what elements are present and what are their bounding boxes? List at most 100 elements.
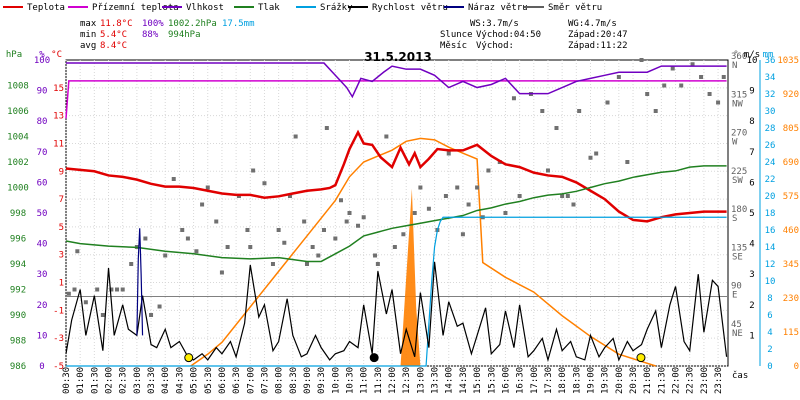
x-tick-28: 14:30 [459, 367, 469, 394]
direction-point-12 [149, 313, 154, 317]
direction-point-62 [486, 168, 491, 173]
direction-point-81 [645, 92, 650, 96]
direction-point-89 [716, 100, 721, 105]
rain-tick-12: 24 [765, 158, 776, 168]
temp-tick-6: 7 [59, 195, 64, 205]
direction-point-83 [662, 83, 667, 88]
direction-point-9 [129, 262, 134, 266]
direction-tick-name-6: E [732, 291, 737, 301]
solar-tick-9: 1035 [777, 56, 799, 66]
x-tick-22: 11:30 [374, 367, 384, 394]
temp-tick-3: 1 [59, 279, 64, 289]
series-2 [66, 62, 727, 99]
pressure-tick-0: 986 [10, 362, 26, 372]
humidity-tick-9: 90 [37, 87, 48, 97]
temp-tick-5: 5 [59, 223, 64, 233]
direction-point-26 [248, 245, 253, 249]
x-tick-32: 16:30 [516, 367, 526, 394]
wind-tick-7: 8 [749, 117, 754, 127]
pressure-tick-9: 1004 [7, 133, 29, 143]
humidity-tick-1: 10 [37, 331, 48, 341]
x-tick-9: 05:00 [190, 367, 200, 394]
direction-tick-name-4: S [732, 214, 737, 224]
direction-point-38 [321, 228, 326, 232]
rain-tick-17: 34 [765, 73, 776, 83]
direction-point-49 [392, 245, 397, 249]
direction-point-41 [339, 198, 344, 203]
direction-point-45 [361, 215, 366, 220]
marker-sunrise [184, 353, 194, 363]
x-tick-29: 15:00 [473, 367, 483, 394]
stats-sun-label: Slunce [440, 30, 473, 40]
direction-point-51 [412, 211, 417, 215]
x-tick-44: 22:30 [686, 367, 696, 394]
stats-max-hum: 100% [142, 19, 164, 29]
direction-point-4 [95, 287, 100, 292]
x-axis-label: čas [732, 370, 748, 381]
humidity-axis-title: % [39, 50, 45, 60]
x-tick-5: 03:00 [133, 367, 143, 394]
stats-max-temp: 11.8°C [100, 19, 133, 29]
temp-tick-4: 3 [59, 251, 64, 261]
direction-tick-name-7: NE [732, 329, 743, 339]
direction-point-43 [347, 211, 352, 215]
x-tick-39: 20:00 [615, 367, 625, 394]
stats-rain: 17.5mm [222, 19, 255, 29]
legend-label-3: Tlak [258, 3, 280, 13]
stats-panel: max 11.8°C 100% 1002.2hPa 17.5mm min 5.4… [80, 19, 628, 51]
direction-point-57 [455, 185, 460, 190]
direction-tick-deg-2: 270 [731, 129, 747, 139]
pressure-tick-8: 1002 [7, 158, 29, 168]
humidity-tick-5: 50 [37, 209, 48, 219]
direction-point-52 [418, 185, 423, 190]
humidity-tick-3: 30 [37, 270, 48, 280]
direction-point-37 [316, 253, 321, 258]
direction-point-85 [679, 83, 684, 88]
direction-point-28 [262, 181, 267, 186]
direction-point-19 [200, 202, 205, 207]
stats-sunset: Západ:20:47 [568, 30, 628, 40]
direction-point-90 [721, 75, 726, 79]
direction-point-32 [287, 194, 292, 198]
x-tick-10: 05:30 [204, 367, 214, 394]
direction-point-65 [511, 96, 516, 101]
x-tick-43: 22:00 [672, 367, 682, 394]
temp-tick-0: -5 [53, 362, 64, 372]
direction-point-1 [72, 287, 77, 292]
direction-point-56 [446, 151, 451, 156]
pressure-tick-11: 1008 [7, 82, 29, 92]
x-tick-14: 07:30 [260, 367, 270, 394]
rain-tick-14: 28 [765, 124, 776, 134]
direction-point-68 [540, 109, 545, 113]
solar-tick-0: 0 [794, 362, 799, 372]
rain-tick-10: 20 [765, 192, 776, 202]
direction-point-82 [653, 109, 658, 113]
direction-point-72 [565, 194, 570, 198]
x-tick-25: 13:00 [416, 367, 426, 394]
direction-point-44 [356, 223, 361, 228]
solar-tick-6: 690 [783, 158, 799, 168]
stats-ws: WS:3.7m/s [470, 19, 519, 29]
wind-tick-8: 9 [749, 87, 754, 97]
direction-point-11 [143, 236, 148, 241]
x-tick-13: 07:00 [246, 367, 256, 394]
direction-point-23 [225, 245, 230, 249]
direction-point-76 [594, 151, 599, 156]
direction-point-55 [443, 194, 448, 198]
direction-tick-name-1: NW [732, 99, 743, 109]
direction-point-70 [554, 126, 559, 130]
direction-point-14 [163, 253, 168, 258]
stats-moonset: Západ:11:22 [568, 41, 628, 51]
series-3 [65, 165, 727, 263]
direction-point-34 [302, 219, 307, 224]
direction-point-25 [245, 228, 250, 232]
chart-title: 31.5.2013 [364, 50, 432, 64]
solar-tick-2: 230 [783, 294, 799, 304]
rain-axis-title: mm [763, 50, 774, 60]
direction-point-80 [639, 58, 644, 62]
series-5 [65, 261, 728, 363]
legend-label-7: Směr větru [548, 3, 602, 13]
rain-tick-0: 0 [767, 362, 772, 372]
direction-point-27 [251, 168, 256, 173]
